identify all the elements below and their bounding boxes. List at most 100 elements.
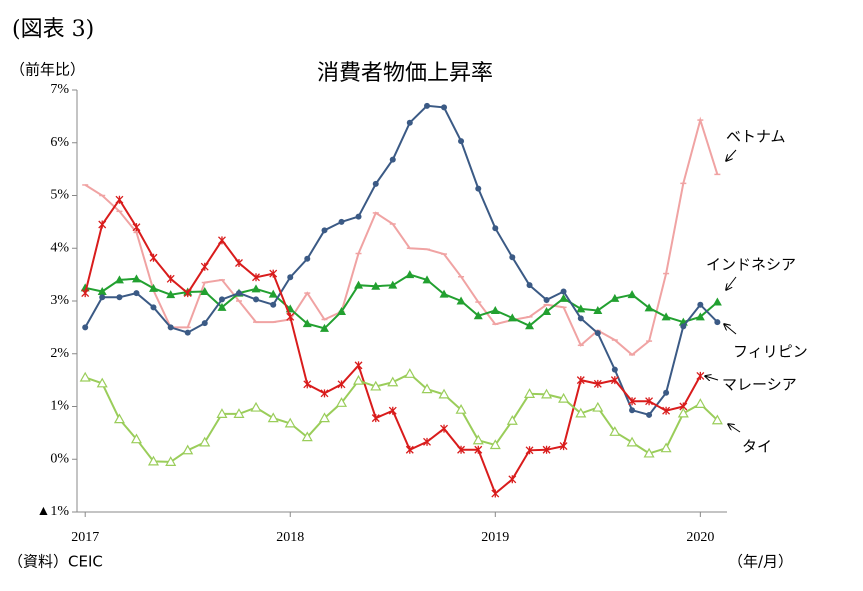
point: [353, 374, 365, 385]
chart-title: 消費者物価上昇率: [317, 61, 493, 86]
point: [199, 436, 211, 447]
point: [696, 371, 705, 380]
point: [166, 274, 175, 283]
point: [320, 389, 329, 398]
point: [714, 319, 721, 326]
point: [217, 302, 227, 311]
point: [491, 489, 500, 498]
point: [166, 290, 176, 299]
y-tick-label: 6%: [50, 135, 69, 150]
point: [81, 289, 90, 298]
point: [626, 436, 638, 447]
point: [99, 294, 106, 301]
y-tick-label: 2%: [50, 346, 69, 361]
point: [526, 282, 533, 289]
point: [337, 380, 346, 389]
point: [82, 324, 89, 331]
point: [267, 412, 279, 423]
y-tick-label: 4%: [50, 240, 69, 255]
point: [133, 290, 140, 297]
point: [183, 289, 192, 298]
annotation-arrow: [726, 149, 737, 161]
point: [542, 445, 551, 454]
y-tick-label: 3%: [50, 293, 69, 308]
point: [304, 255, 311, 262]
point: [492, 225, 499, 232]
point: [525, 321, 535, 330]
point: [167, 324, 174, 331]
point: [455, 403, 467, 414]
point: [372, 180, 379, 187]
point: [354, 280, 364, 289]
point: [662, 406, 671, 415]
point: [593, 305, 603, 314]
point: [371, 281, 381, 290]
point: [235, 290, 242, 297]
point: [131, 274, 141, 283]
point: [250, 401, 262, 412]
x-tick-label: 2019: [481, 530, 509, 545]
annotation-arrow: [728, 424, 741, 433]
point: [287, 274, 294, 281]
point: [643, 447, 655, 458]
series-label: インドネシア: [706, 256, 796, 274]
point: [201, 320, 208, 327]
point: [456, 296, 466, 305]
point: [387, 376, 399, 387]
point: [233, 408, 245, 418]
point: [509, 254, 516, 261]
point: [371, 414, 380, 423]
point: [680, 323, 687, 330]
point: [611, 366, 618, 373]
point: [627, 290, 637, 299]
point: [116, 294, 123, 301]
point: [406, 119, 413, 126]
point: [405, 445, 414, 454]
point: [697, 301, 704, 308]
point: [660, 442, 672, 453]
point: [458, 138, 465, 145]
point: [457, 445, 466, 454]
series-label: フィリピン: [733, 343, 808, 361]
point: [661, 312, 671, 321]
point: [318, 412, 331, 423]
point: [302, 319, 312, 328]
point: [389, 156, 396, 163]
point: [335, 397, 348, 407]
point: [150, 304, 157, 311]
x-tick-label: 2020: [686, 530, 714, 545]
point: [524, 388, 536, 398]
point: [559, 442, 568, 451]
point: [165, 456, 177, 466]
point: [474, 445, 483, 454]
x-tick-label: 2018: [276, 530, 304, 545]
point: [629, 407, 636, 414]
point: [388, 406, 397, 415]
point: [541, 388, 553, 399]
point: [149, 253, 158, 262]
point: [338, 218, 345, 225]
point: [646, 411, 653, 418]
point: [184, 329, 191, 336]
point: [490, 305, 500, 314]
point: [576, 304, 586, 313]
point: [593, 379, 602, 388]
point: [200, 287, 210, 296]
point: [475, 185, 482, 192]
point: [575, 407, 587, 418]
point: [252, 273, 260, 282]
point: [216, 408, 228, 418]
point: [148, 283, 158, 292]
point: [440, 424, 448, 433]
point: [424, 102, 431, 109]
point: [559, 293, 569, 302]
point: [96, 377, 108, 388]
series-line: [84, 372, 719, 463]
point: [610, 293, 620, 302]
point: [200, 262, 209, 271]
point: [644, 303, 654, 312]
point: [610, 376, 619, 385]
source: （資料）CEIC: [8, 553, 103, 571]
x-tick-label: 2017: [71, 530, 99, 545]
